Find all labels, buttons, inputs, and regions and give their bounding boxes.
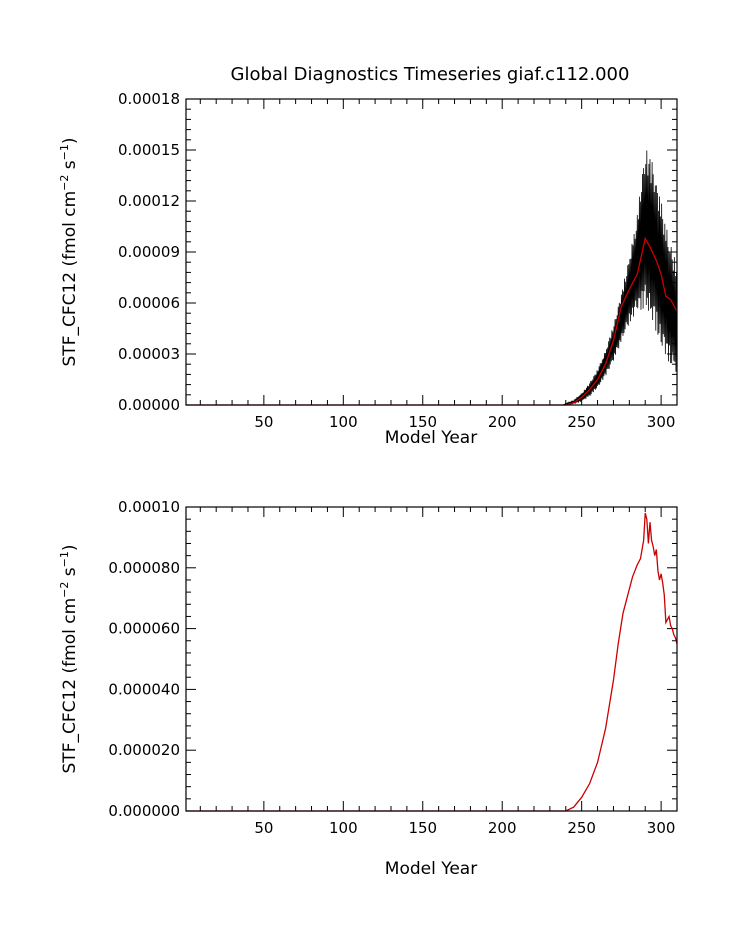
bottom-chart-x-tick-label: 200: [488, 819, 517, 837]
top-chart-x-tick-label: 50: [254, 413, 273, 431]
bottom-chart-y-tick-label: 0.000040: [108, 680, 180, 698]
bottom-chart-annual-series-line: [186, 512, 678, 812]
bottom-chart-x-tick-label: 100: [329, 819, 358, 837]
top-chart-y-tick-label: 0.00009: [118, 243, 180, 261]
chart-title: Global Diagnostics Timeseries giaf.c112.…: [231, 64, 630, 85]
top-chart-x-tick-label: 100: [329, 413, 358, 431]
top-chart-x-tick-label: 200: [488, 413, 517, 431]
top-chart-x-tick-label: 300: [647, 413, 676, 431]
bottom-chart: 50 100 150 200 250 300 0.0000000.0000200.0000…: [58, 498, 678, 879]
bottom-chart-x-tick-label: 250: [567, 819, 596, 837]
bottom-chart-y-tick-label: 0.000080: [108, 559, 180, 577]
top-chart-y-tick-label: 0.00018: [118, 90, 180, 108]
top-chart-frame: [185, 98, 678, 406]
bottom-chart-y-tick-labels: 0.000000 0.000020 0.000040 0.000060 0.000080…: [108, 498, 180, 820]
bottom-chart-x-tick-labels: 50 100 150 200 250 300: [254, 819, 675, 837]
bottom-chart-x-tick-label: 300: [647, 819, 676, 837]
top-chart-x-tick-labels: 50 100 150 200 250 300: [254, 413, 675, 431]
top-chart-x-tick-label: 150: [408, 413, 437, 431]
bottom-chart-series: [186, 512, 678, 812]
bottom-chart-frame: [185, 506, 678, 812]
top-chart-series: [186, 150, 678, 406]
top-chart-annual-series-line: [186, 236, 678, 406]
bottom-chart-y-tick-label: 0.000000: [108, 802, 180, 820]
bottom-chart-y-tick-label: 0.000020: [108, 741, 180, 759]
bottom-chart-x-axis-label: Model Year: [385, 859, 477, 879]
top-chart-monthly-series-line: [186, 150, 678, 406]
top-chart-x-axis-label: Model Year: [385, 428, 477, 448]
top-chart-y-tick-label: 0.00003: [118, 345, 180, 363]
top-chart-y-tick-label: 0.00012: [118, 192, 180, 210]
top-chart-y-axis-label: STF_CFC12 (fmol cm−2 s−1): [58, 138, 80, 367]
top-chart-y-tick-labels: 0.00000 0.00003 0.00006 0.00009 0.00012 0.000…: [118, 90, 180, 414]
top-chart-x-tick-label: 250: [567, 413, 596, 431]
bottom-chart-ticks: [186, 506, 678, 812]
bottom-chart-y-tick-label: 0.00010: [118, 498, 180, 516]
top-chart: 50 100 150 200 250 300 0.000000.000030.000060…: [58, 90, 678, 448]
bottom-chart-y-tick-label: 0.000060: [108, 620, 180, 638]
top-chart-y-tick-label: 0.00015: [118, 141, 180, 159]
bottom-chart-x-tick-label: 150: [408, 819, 437, 837]
bottom-chart-y-axis-label: STF_CFC12 (fmol cm−2 s−1): [58, 545, 80, 774]
bottom-chart-x-tick-label: 50: [254, 819, 273, 837]
top-chart-y-tick-label: 0.00006: [118, 294, 180, 312]
top-chart-y-tick-label: 0.00000: [118, 396, 180, 414]
